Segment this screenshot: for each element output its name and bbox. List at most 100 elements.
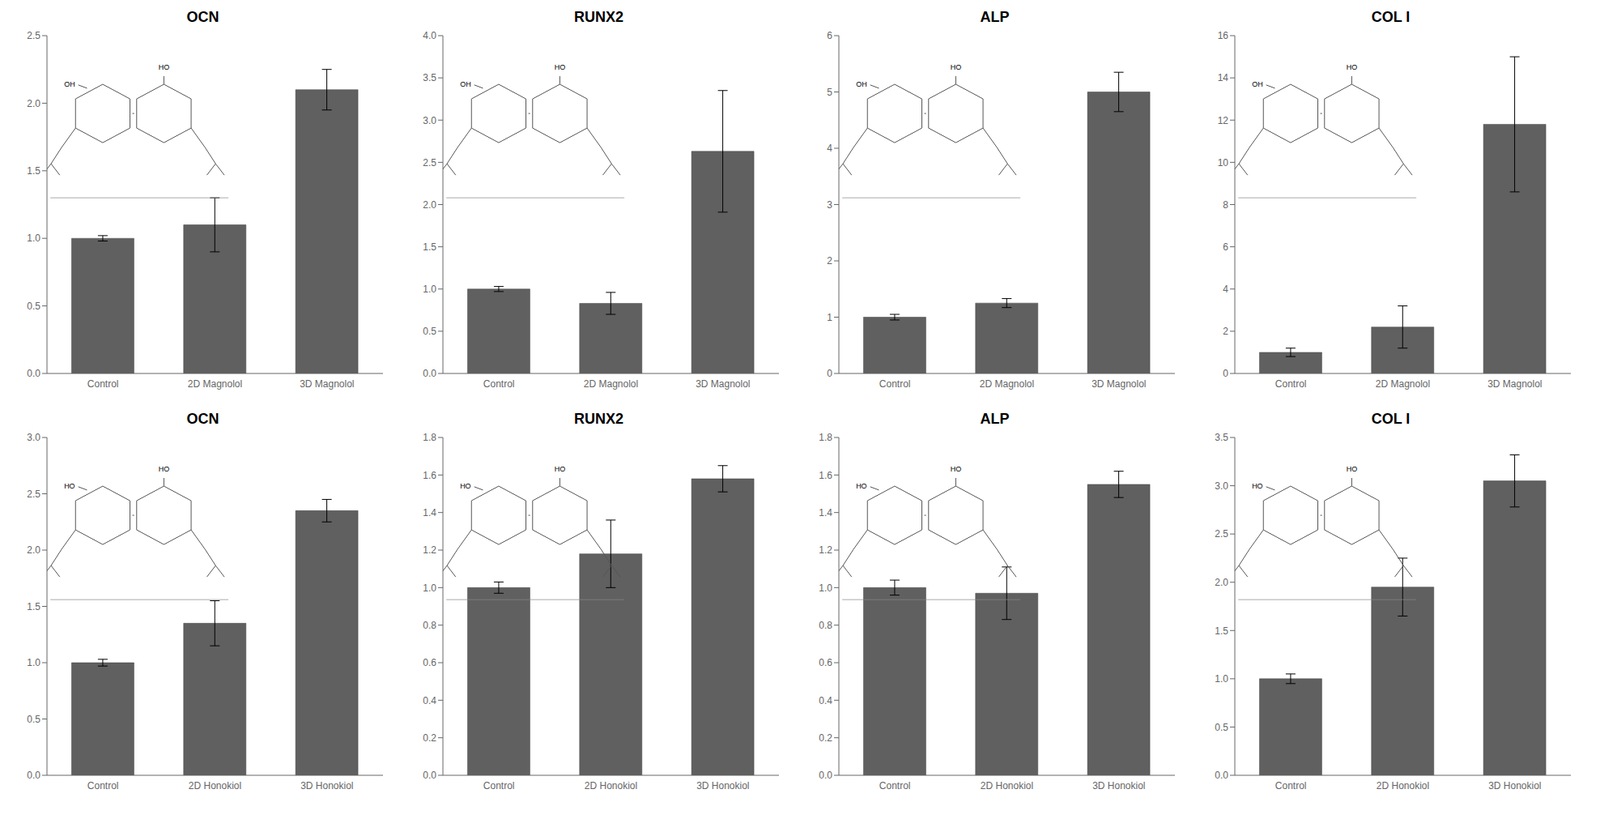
svg-text:0.6: 0.6 [818,656,833,669]
svg-text:3D Magnolol: 3D Magnolol [1487,378,1542,390]
svg-text:1.0: 1.0 [422,283,437,295]
svg-text:8: 8 [1222,199,1229,211]
svg-text:1.5: 1.5 [422,241,437,253]
svg-text:Control: Control [1275,779,1307,792]
svg-text:16: 16 [1217,29,1230,42]
svg-text:2D Magnolol: 2D Magnolol [187,378,243,390]
svg-text:0.8: 0.8 [422,619,437,631]
svg-text:2D Honokiol: 2D Honokiol [188,779,242,792]
svg-text:1.6: 1.6 [422,469,437,481]
svg-text:1.0: 1.0 [26,232,41,244]
svg-text:4.0: 4.0 [422,29,437,42]
svg-text:3D Honokiol: 3D Honokiol [696,779,749,792]
svg-text:3D Honokiol: 3D Honokiol [300,779,354,792]
svg-text:2D Honokiol: 2D Honokiol [980,779,1034,792]
svg-text:0.8: 0.8 [818,619,833,631]
svg-text:HO: HO [459,481,472,490]
svg-text:1.4: 1.4 [422,506,437,519]
svg-text:3D Honokiol: 3D Honokiol [1488,779,1541,792]
svg-text:1.2: 1.2 [422,544,437,556]
svg-text:1.8: 1.8 [422,431,437,443]
svg-text:1.0: 1.0 [1214,672,1229,685]
svg-text:3.5: 3.5 [1214,431,1229,443]
svg-text:Control: Control [1275,378,1307,390]
svg-text:0.5: 0.5 [1214,721,1229,733]
svg-text:3D Honokiol: 3D Honokiol [1092,779,1145,792]
svg-text:3.0: 3.0 [1214,480,1229,492]
svg-text:1.0: 1.0 [422,582,437,594]
svg-text:10: 10 [1217,157,1230,169]
svg-text:2.5: 2.5 [26,488,41,500]
svg-text:2.5: 2.5 [26,29,41,42]
svg-text:HO: HO [554,63,566,72]
svg-text:0.5: 0.5 [26,713,41,725]
svg-text:HO: HO [950,63,962,72]
svg-text:3D Magnolol: 3D Magnolol [1091,378,1146,390]
svg-text:0.0: 0.0 [26,769,41,781]
svg-text:1.0: 1.0 [26,656,41,669]
svg-text:0.0: 0.0 [1214,769,1229,781]
svg-text:OH: OH [63,80,76,89]
svg-text:1.5: 1.5 [1214,625,1229,637]
svg-text:2.0: 2.0 [1214,576,1229,588]
svg-text:1.5: 1.5 [26,600,41,613]
svg-text:Control: Control [879,378,911,390]
svg-text:2.0: 2.0 [422,199,437,211]
svg-text:2: 2 [826,255,833,267]
svg-text:1.5: 1.5 [26,165,41,177]
svg-text:HO: HO [158,63,171,72]
svg-text:OH: OH [1251,80,1264,89]
svg-text:1: 1 [826,311,833,324]
svg-text:Control: Control [483,779,515,792]
svg-text:0.2: 0.2 [422,731,437,744]
svg-text:0.0: 0.0 [422,769,437,781]
svg-text:0.0: 0.0 [422,367,437,379]
svg-text:1.8: 1.8 [818,431,833,443]
svg-text:2D Magnolol: 2D Magnolol [583,378,639,390]
svg-text:0.6: 0.6 [422,656,437,669]
svg-text:0.4: 0.4 [818,694,833,707]
svg-text:HO: HO [855,481,868,490]
svg-text:12: 12 [1217,114,1230,127]
svg-text:0: 0 [1222,367,1229,379]
svg-text:HO: HO [554,464,566,473]
svg-text:1.6: 1.6 [818,469,833,481]
svg-text:OH: OH [855,80,868,89]
svg-text:1.4: 1.4 [818,506,833,519]
svg-text:Control: Control [879,779,911,792]
svg-text:5: 5 [826,86,833,98]
svg-text:0: 0 [826,367,833,379]
svg-text:0.4: 0.4 [422,694,437,707]
svg-text:HO: HO [950,464,962,473]
svg-text:3.0: 3.0 [422,114,437,127]
svg-text:3.5: 3.5 [422,72,437,84]
svg-text:0.0: 0.0 [818,769,833,781]
svg-text:0.0: 0.0 [26,367,41,379]
svg-text:6: 6 [1222,241,1229,253]
svg-text:2: 2 [1222,325,1229,337]
svg-text:0.2: 0.2 [818,731,833,744]
svg-text:HO: HO [1346,63,1358,72]
svg-text:14: 14 [1217,72,1230,84]
svg-text:HO: HO [1346,464,1358,473]
svg-text:2D Magnolol: 2D Magnolol [1375,378,1430,390]
svg-text:1.2: 1.2 [818,544,833,556]
svg-text:3D Magnolol: 3D Magnolol [299,378,354,390]
svg-text:2D Honokiol: 2D Honokiol [584,779,638,792]
svg-text:4: 4 [826,142,833,154]
svg-text:2.5: 2.5 [422,157,437,169]
svg-text:0.5: 0.5 [422,325,437,337]
svg-text:Control: Control [87,779,120,792]
svg-text:3D Magnolol: 3D Magnolol [695,378,750,390]
svg-text:0.5: 0.5 [26,300,41,312]
svg-text:2.0: 2.0 [26,544,41,556]
svg-text:3.0: 3.0 [26,431,41,443]
svg-text:2D Magnolol: 2D Magnolol [979,378,1035,390]
svg-text:HO: HO [63,481,76,490]
svg-text:OH: OH [459,80,472,89]
svg-text:1.0: 1.0 [818,582,833,594]
svg-text:3: 3 [826,199,833,211]
svg-text:2.5: 2.5 [1214,527,1229,540]
svg-text:2.0: 2.0 [26,97,41,110]
svg-text:Control: Control [87,378,120,390]
